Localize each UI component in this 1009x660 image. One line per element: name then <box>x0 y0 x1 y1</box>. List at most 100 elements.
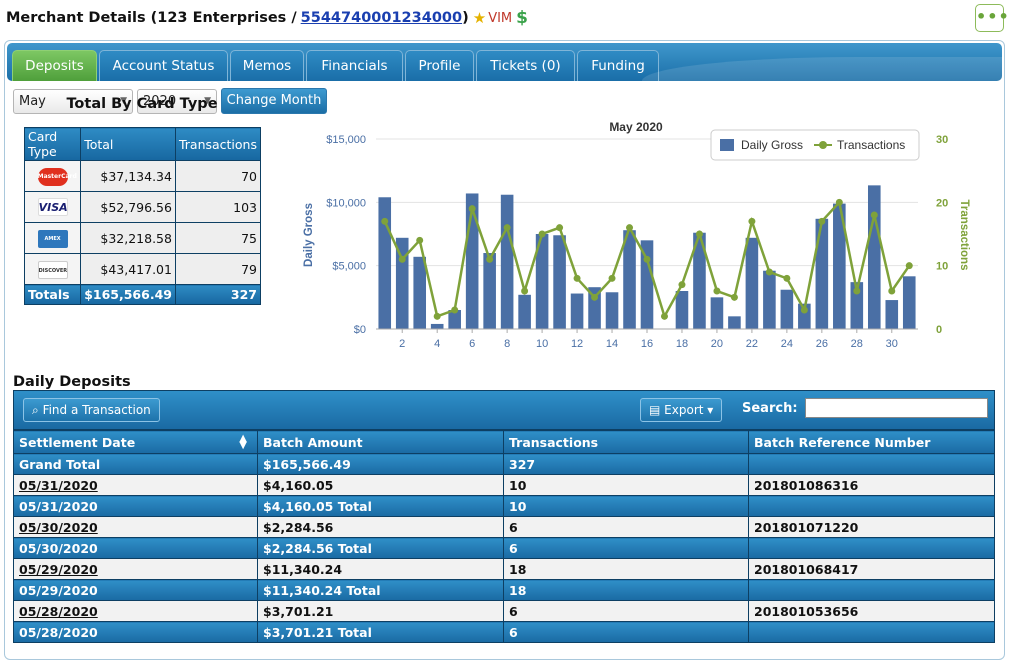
y2-tick-label: 20 <box>936 197 948 209</box>
legend-transactions[interactable]: Transactions <box>837 138 905 152</box>
col-settlement-date[interactable]: Settlement Date ▲ ▼ <box>13 430 258 454</box>
bar-day-20 <box>710 297 724 329</box>
transactions-point-day-23 <box>765 268 773 276</box>
transactions-point-day-11 <box>556 224 564 232</box>
batch-amount-cell: $2,284.56 <box>257 516 504 538</box>
x-tick-label: 8 <box>504 338 510 350</box>
settlement-date-cell: Grand Total <box>13 453 258 475</box>
tab-deposits[interactable]: Deposits <box>12 50 97 81</box>
bar-day-7 <box>483 253 496 329</box>
month-select[interactable]: May ▼ <box>13 89 133 114</box>
discover-icon: DISCOVER <box>37 260 68 279</box>
mastercard-icon: MasterCard <box>37 168 77 186</box>
y-tick-label: $10,000 <box>326 197 366 209</box>
x-tick-label: 4 <box>434 338 440 350</box>
star-icon: ★ <box>472 9 487 27</box>
batch-amount-cell: $3,701.21 Total <box>257 621 504 643</box>
batch-reference-cell: 201801053656 <box>748 600 995 622</box>
batch-amount-cell: $4,160.05 Total <box>257 495 504 517</box>
transactions-cell: 6 <box>503 621 749 643</box>
card-row: AMEX $32,218.58 75 <box>23 222 262 254</box>
bar-day-18 <box>675 291 689 329</box>
tab-profile[interactable]: Profile <box>405 50 474 81</box>
table-total-row: 05/30/2020 $2,284.56 Total 6 <box>13 537 995 559</box>
batch-amount-cell: $165,566.49 <box>257 453 504 475</box>
transactions-point-day-25 <box>800 306 808 314</box>
transactions-cell: 6 <box>503 516 749 538</box>
col-batch-reference[interactable]: Batch Reference Number <box>748 430 995 454</box>
bar-day-28 <box>850 282 864 329</box>
batch-amount-cell: $11,340.24 <box>257 558 504 580</box>
card-row: VISA $52,796.56 103 <box>23 191 262 223</box>
change-month-button[interactable]: Change Month <box>221 88 327 114</box>
card-total: $52,796.56 <box>80 191 176 223</box>
chart-legend[interactable]: Daily Gross Transactions <box>710 129 920 161</box>
find-transaction-button[interactable]: ⌕ Find a Transaction <box>23 398 160 422</box>
chevron-down-icon: ▼ <box>120 96 127 106</box>
settlement-date-cell[interactable]: 05/31/2020 <box>13 474 258 496</box>
export-label: Export <box>664 403 704 417</box>
tab-tickets[interactable]: Tickets (0) <box>476 50 575 81</box>
col-transactions[interactable]: Transactions <box>503 430 749 454</box>
batch-reference-cell <box>748 495 995 517</box>
transactions-point-day-20 <box>713 287 721 295</box>
legend-transactions-marker <box>819 141 827 149</box>
y2-tick-label: 30 <box>936 134 948 146</box>
dollar-icon[interactable]: $ <box>516 8 528 28</box>
tab-financials[interactable]: Financials <box>306 50 403 81</box>
col-batch-amount[interactable]: Batch Amount <box>257 430 504 454</box>
table-row: 05/30/2020 $2,284.56 6 201801071220 <box>13 516 995 538</box>
transactions-cell: 18 <box>503 558 749 580</box>
card-totals-row: Totals $165,566.49 327 <box>23 284 262 305</box>
more-options-button[interactable]: ••• <box>975 4 1009 32</box>
tab-account-status[interactable]: Account Status <box>99 50 228 81</box>
table-total-row: 05/31/2020 $4,160.05 Total 10 <box>13 495 995 517</box>
legend-daily-gross[interactable]: Daily Gross <box>741 138 803 152</box>
col-transactions: Transactions <box>174 127 262 161</box>
card-type-title: Total By Card Type <box>66 96 218 112</box>
settlement-date-cell: 05/29/2020 <box>13 579 258 601</box>
bar-day-4 <box>430 323 444 329</box>
tab-memos[interactable]: Memos <box>230 50 304 81</box>
batch-reference-cell <box>748 453 995 475</box>
col-card-type: Card Type <box>23 127 82 161</box>
transactions-point-day-5 <box>451 306 459 314</box>
transactions-point-day-9 <box>521 287 529 295</box>
settlement-date-cell[interactable]: 05/30/2020 <box>13 516 258 538</box>
search-input[interactable] <box>805 398 988 418</box>
transactions-point-day-27 <box>835 198 843 206</box>
table-row: 05/28/2020 $3,701.21 6 201801053656 <box>13 600 995 622</box>
transactions-point-day-4 <box>433 312 441 320</box>
batch-reference-cell: 201801068417 <box>748 558 995 580</box>
transactions-cell: 18 <box>503 579 749 601</box>
transactions-point-day-1 <box>381 217 389 225</box>
card-transactions: 75 <box>174 222 262 254</box>
settlement-date-cell[interactable]: 05/29/2020 <box>13 558 258 580</box>
search-label: Search: <box>742 401 798 416</box>
bar-day-22 <box>745 237 759 329</box>
tab-funding[interactable]: Funding <box>577 50 659 81</box>
settlement-date-cell[interactable]: 05/28/2020 <box>13 600 258 622</box>
transactions-point-day-7 <box>486 255 494 263</box>
card-row: MasterCard $37,134.34 70 <box>23 160 262 192</box>
page-header: Merchant Details (123 Enterprises / 5544… <box>6 6 528 30</box>
transactions-cell: 6 <box>503 537 749 559</box>
year-select[interactable]: 2020 ▼ <box>137 89 217 114</box>
bar-day-10 <box>535 234 549 329</box>
x-tick-label: 12 <box>571 338 583 350</box>
table-row: 05/29/2020 $11,340.24 18 201801068417 <box>13 558 995 580</box>
bar-day-27 <box>833 203 846 329</box>
tab-bar: Deposits Account Status Memos Financials… <box>7 43 1002 81</box>
deposits-toolbar: ⌕ Find a Transaction ▤ Export ▾ Search: <box>13 390 995 430</box>
transactions-point-day-19 <box>695 230 703 238</box>
sort-icon[interactable]: ▲ ▼ <box>239 433 247 451</box>
merchant-id-link[interactable]: 5544740001234000 <box>300 10 463 26</box>
batch-amount-cell: $3,701.21 <box>257 600 504 622</box>
table-total-row: 05/28/2020 $3,701.21 Total 6 <box>13 621 995 643</box>
export-button[interactable]: ▤ Export ▾ <box>640 398 723 422</box>
y2-tick-label: 0 <box>936 324 942 336</box>
y-tick-label: $0 <box>354 324 366 336</box>
transactions-cell: 10 <box>503 474 749 496</box>
bar-day-12 <box>570 293 584 329</box>
chevron-down-icon: ▾ <box>707 403 714 417</box>
